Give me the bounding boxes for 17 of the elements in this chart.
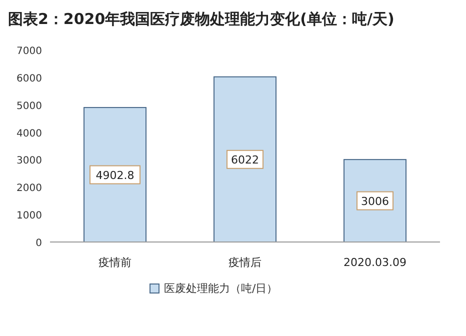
y-tick-label: 2000 xyxy=(16,183,42,194)
data-label: 4902.8 xyxy=(96,168,134,182)
y-tick-label: 1000 xyxy=(16,210,42,222)
chart-title: 图表2：2020年我国医疗废物处理能力变化(单位：吨/天) xyxy=(8,10,394,28)
x-tick-label: 疫情后 xyxy=(228,256,262,269)
y-tick-label: 7000 xyxy=(16,46,42,57)
y-tick-label: 0 xyxy=(36,238,42,249)
x-tick-label: 疫情前 xyxy=(98,256,132,269)
y-tick-label: 6000 xyxy=(16,73,42,84)
x-tick-label: 2020.03.09 xyxy=(344,256,406,269)
bar xyxy=(214,76,276,242)
legend-label: 医废处理能力（吨/日） xyxy=(164,282,278,295)
data-label: 3006 xyxy=(361,194,389,208)
y-tick-label: 4000 xyxy=(16,128,42,140)
y-tick-label: 3000 xyxy=(16,156,42,167)
data-label: 6022 xyxy=(231,153,259,166)
y-tick-label: 5000 xyxy=(16,100,42,112)
